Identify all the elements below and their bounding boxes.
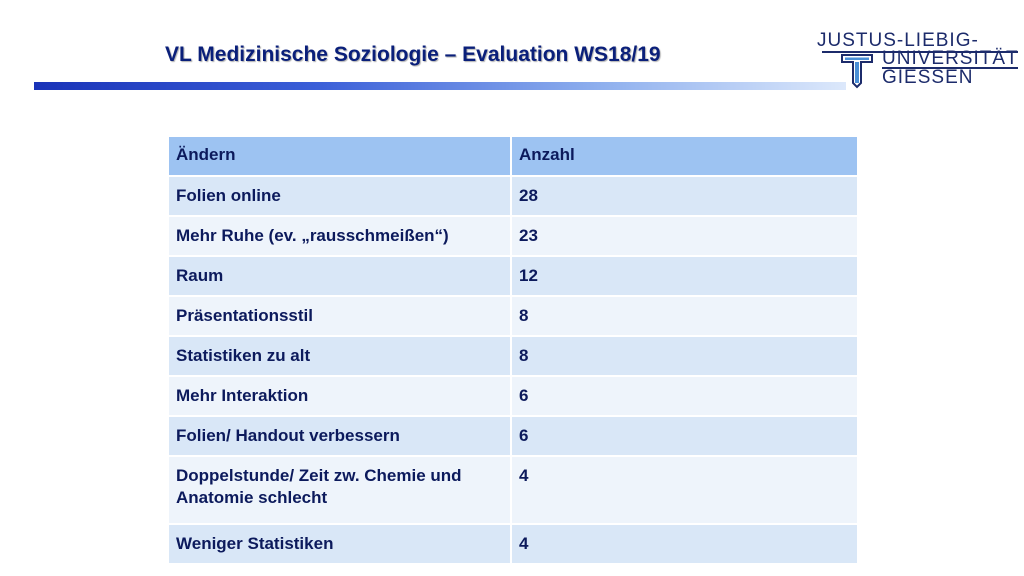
row-label: Statistiken zu alt bbox=[167, 335, 512, 377]
row-count: 23 bbox=[510, 215, 859, 257]
logo-rule-1 bbox=[822, 51, 1018, 53]
row-label: Präsentationsstil bbox=[167, 295, 512, 337]
logo-line-3: GIESSEN bbox=[882, 67, 974, 88]
row-label: Mehr Ruhe (ev. „rausschmeißen“) bbox=[167, 215, 512, 257]
university-t-emblem-icon bbox=[841, 54, 873, 89]
row-count: 4 bbox=[510, 455, 859, 525]
row-label: Folien/ Handout verbessern bbox=[167, 415, 512, 457]
table-row: Folien online 28 bbox=[167, 175, 859, 217]
row-label: Mehr Interaktion bbox=[167, 375, 512, 417]
evaluation-table: Ändern Anzahl Folien online 28 Mehr Ruhe… bbox=[167, 135, 859, 565]
table-row: Doppelstunde/ Zeit zw. Chemie und Anatom… bbox=[167, 455, 859, 525]
row-count: 8 bbox=[510, 335, 859, 377]
row-count: 4 bbox=[510, 523, 859, 565]
row-label: Raum bbox=[167, 255, 512, 297]
header-aendern: Ändern bbox=[167, 135, 512, 177]
table-header-row: Ändern Anzahl bbox=[167, 135, 859, 177]
table-row: Mehr Ruhe (ev. „rausschmeißen“) 23 bbox=[167, 215, 859, 257]
title-underline-bar bbox=[34, 82, 846, 90]
row-count: 28 bbox=[510, 175, 859, 217]
evaluation-table-container: Ändern Anzahl Folien online 28 Mehr Ruhe… bbox=[167, 135, 859, 565]
row-count: 6 bbox=[510, 415, 859, 457]
table-row: Präsentationsstil 8 bbox=[167, 295, 859, 337]
row-count: 12 bbox=[510, 255, 859, 297]
university-logo: JUSTUS-LIEBIG- UNIVERSITÄT GIESSEN bbox=[812, 26, 1024, 92]
table-row: Raum 12 bbox=[167, 255, 859, 297]
logo-rule-2 bbox=[882, 67, 1018, 69]
logo-line-2: UNIVERSITÄT bbox=[882, 48, 1019, 69]
logo-line-1: JUSTUS-LIEBIG- bbox=[817, 30, 979, 51]
table-row: Weniger Statistiken 4 bbox=[167, 523, 859, 565]
slide-title: VL Medizinische Soziologie – Evaluation … bbox=[165, 43, 661, 66]
row-label: Weniger Statistiken bbox=[167, 523, 512, 565]
row-count: 6 bbox=[510, 375, 859, 417]
row-count: 8 bbox=[510, 295, 859, 337]
table-row: Mehr Interaktion 6 bbox=[167, 375, 859, 417]
row-label: Folien online bbox=[167, 175, 512, 217]
table-row: Statistiken zu alt 8 bbox=[167, 335, 859, 377]
table-row: Folien/ Handout verbessern 6 bbox=[167, 415, 859, 457]
row-label: Doppelstunde/ Zeit zw. Chemie und Anatom… bbox=[167, 455, 512, 525]
header-anzahl: Anzahl bbox=[510, 135, 859, 177]
